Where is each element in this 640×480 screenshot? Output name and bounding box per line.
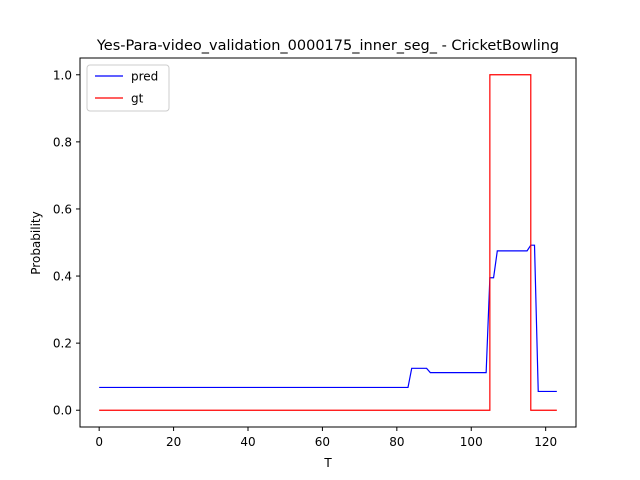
y-tick-label: 0.0 xyxy=(53,404,72,418)
x-tick-label: 100 xyxy=(460,435,483,449)
x-tick-label: 80 xyxy=(389,435,404,449)
y-tick-label: 0.8 xyxy=(53,135,72,149)
y-tick-label: 0.4 xyxy=(53,270,72,284)
x-tick-label: 0 xyxy=(95,435,103,449)
y-tick-label: 0.6 xyxy=(53,202,72,216)
y-axis-label: Probability xyxy=(29,211,43,274)
x-tick-label: 120 xyxy=(534,435,557,449)
x-tick-label: 60 xyxy=(315,435,330,449)
y-tick-label: 0.2 xyxy=(53,337,72,351)
legend: pred gt xyxy=(86,64,170,112)
axes-layer: 0 20 40 60 80 100 120 0.0 0.2 0.4 0.6 0.8 1.0 xyxy=(53,57,577,449)
series-layer xyxy=(99,74,557,411)
x-axis-label: T xyxy=(323,456,332,470)
series-line-gt xyxy=(99,74,557,411)
series-line-pred xyxy=(99,244,557,393)
legend-label-gt: gt xyxy=(131,92,144,106)
x-tick-label: 20 xyxy=(166,435,181,449)
plot-frame xyxy=(79,57,577,428)
legend-label-pred: pred xyxy=(131,70,158,84)
y-tick-label: 1.0 xyxy=(53,68,72,82)
x-tick-label: 40 xyxy=(240,435,255,449)
chart-title: Yes-Para-video_validation_0000175_inner_… xyxy=(96,38,559,54)
